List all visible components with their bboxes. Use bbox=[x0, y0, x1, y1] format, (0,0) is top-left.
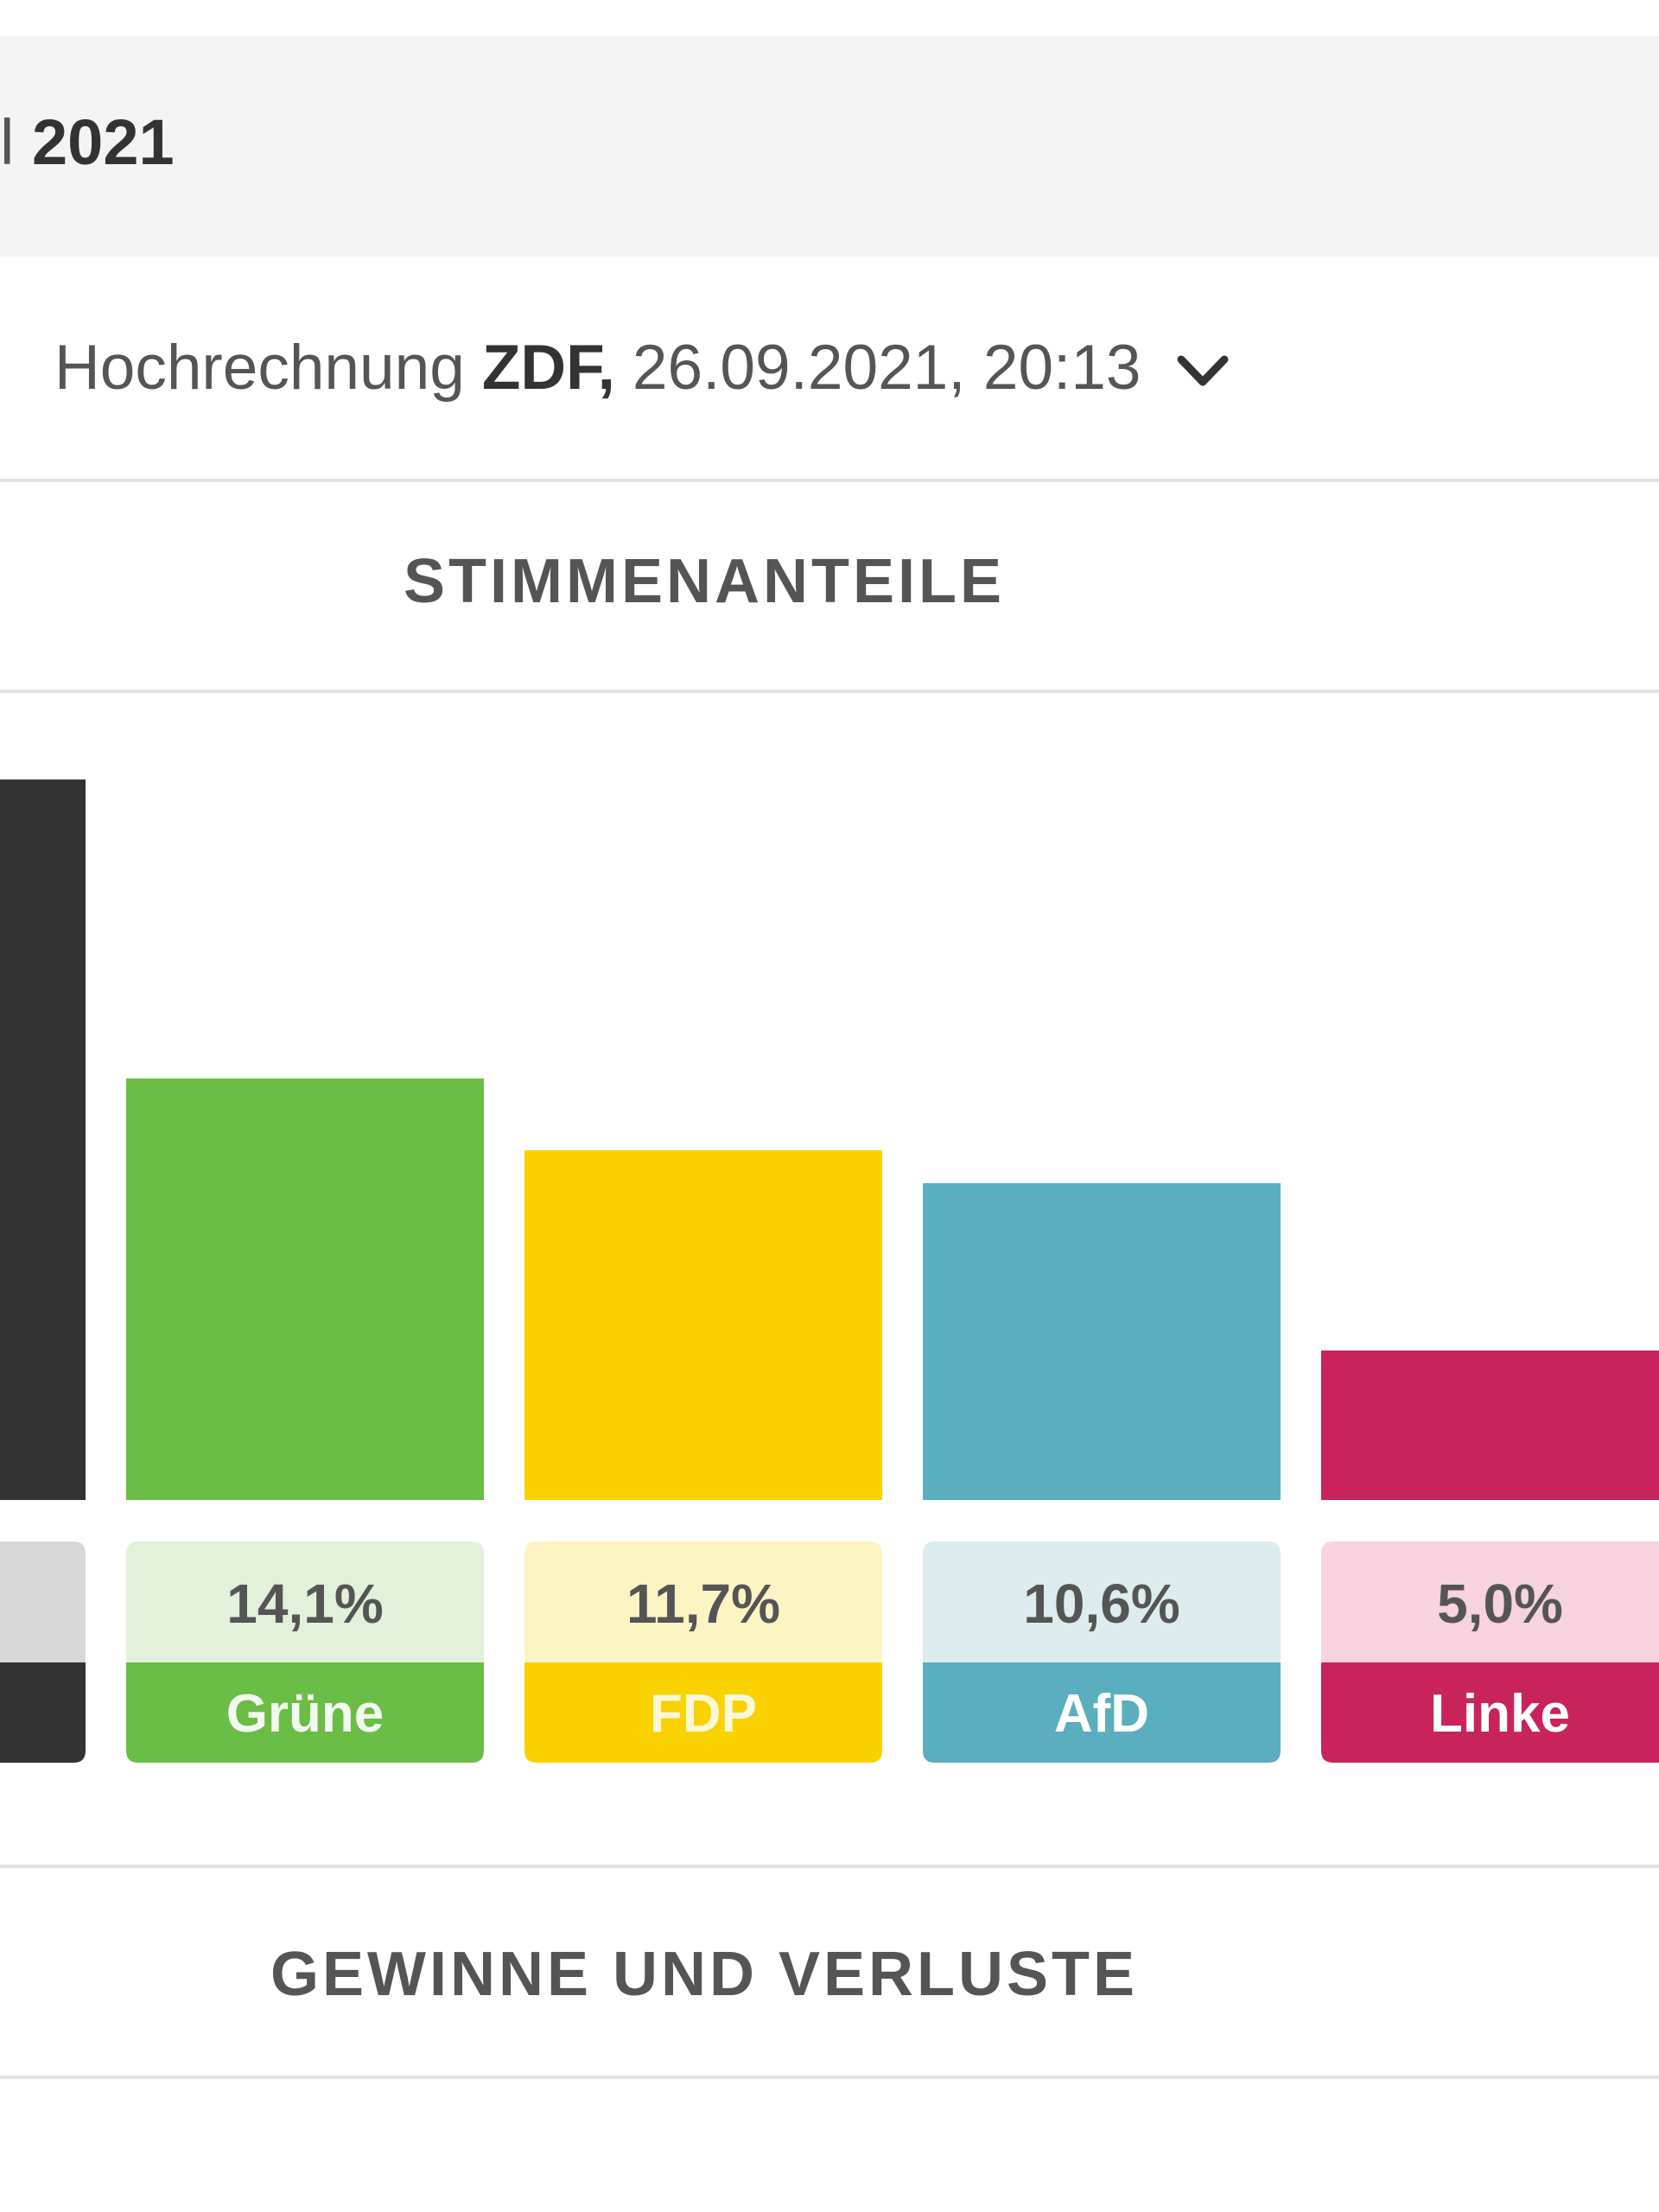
projection-broadcaster: ZDF, bbox=[481, 332, 615, 403]
party-label-gruene: Grüne bbox=[226, 1684, 385, 1744]
bar-fdp bbox=[524, 1150, 882, 1500]
bar-afd bbox=[923, 1183, 1281, 1500]
party-label-fdp: FDP bbox=[650, 1684, 757, 1744]
divider-top bbox=[0, 479, 1659, 482]
party-label-linke: Linke bbox=[1430, 1684, 1570, 1744]
title-prefix: l bbox=[0, 106, 15, 178]
value-label-bg-linke bbox=[1321, 1541, 1659, 1662]
value-label-bg-afd bbox=[923, 1541, 1281, 1662]
divider-bottom bbox=[0, 2075, 1659, 2079]
page-title: l 2021 bbox=[0, 105, 175, 180]
party-label-afd: AfD bbox=[1054, 1684, 1149, 1744]
value-label-gruene: 14,1% bbox=[226, 1573, 383, 1635]
header-bar bbox=[0, 36, 1659, 257]
bar-gruene bbox=[126, 1078, 484, 1500]
party-label-bg-u bbox=[0, 1662, 86, 1763]
party-label-bg-linke bbox=[1321, 1662, 1659, 1763]
projection-label: Hochrechnung bbox=[54, 332, 465, 403]
value-label-bg-gruene bbox=[126, 1541, 484, 1662]
party-label-bg-gruene bbox=[126, 1662, 484, 1763]
party-label-bg-afd bbox=[923, 1662, 1281, 1763]
value-label-fdp: 11,7% bbox=[626, 1573, 780, 1635]
value-label-bg-fdp bbox=[524, 1541, 882, 1662]
party-label-bg-fdp bbox=[524, 1662, 882, 1763]
divider-chart-top bbox=[0, 690, 1659, 693]
divider-chart-bottom bbox=[0, 1865, 1659, 1868]
projection-selector[interactable]: Hochrechnung ZDF, 26.09.2021, 20:13 bbox=[54, 328, 1230, 406]
value-label-afd: 10,6% bbox=[1023, 1573, 1179, 1635]
chevron-down-icon bbox=[1176, 332, 1230, 404]
title-year: 2021 bbox=[32, 106, 175, 178]
tab-gewinne-verluste[interactable]: GEWINNE UND VERLUSTE bbox=[270, 1940, 1139, 2009]
value-label-bg-u bbox=[0, 1541, 86, 1662]
bar-u bbox=[0, 779, 86, 1500]
value-label-linke: 5,0% bbox=[1437, 1573, 1563, 1635]
projection-datetime: 26.09.2021, 20:13 bbox=[632, 332, 1141, 403]
bar-linke bbox=[1321, 1351, 1659, 1500]
tab-stimmenanteile[interactable]: STIMMENANTEILE bbox=[404, 547, 1005, 616]
